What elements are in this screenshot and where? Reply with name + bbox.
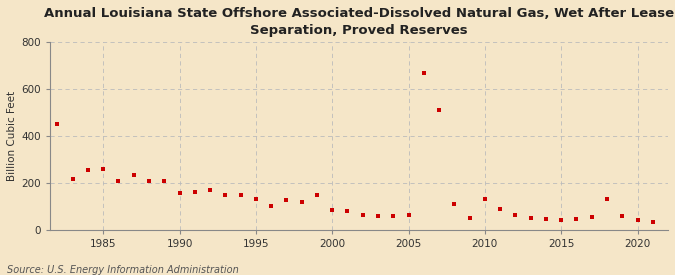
Text: Source: U.S. Energy Information Administration: Source: U.S. Energy Information Administ…: [7, 265, 238, 275]
Y-axis label: Billion Cubic Feet: Billion Cubic Feet: [7, 91, 17, 181]
Title: Annual Louisiana State Offshore Associated-Dissolved Natural Gas, Wet After Leas: Annual Louisiana State Offshore Associat…: [44, 7, 674, 37]
